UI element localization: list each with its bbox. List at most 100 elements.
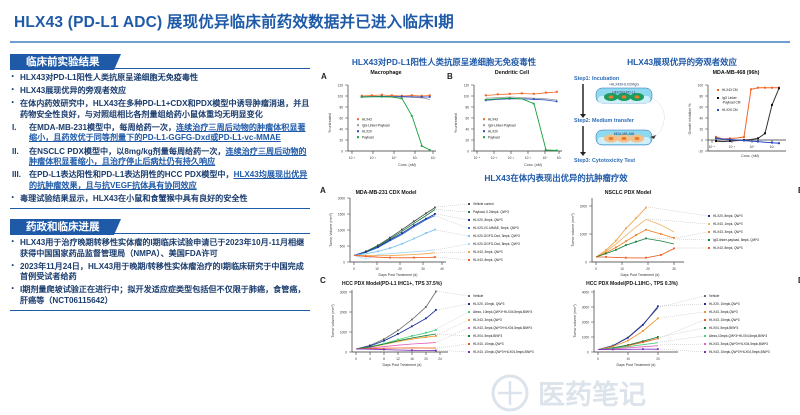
watermark: 医药笔记 xyxy=(491,374,646,412)
chart-legend: HLX43 IgG-Linker-Payload HLX20 Payload xyxy=(357,117,390,139)
chart-title: Dendritic Cell xyxy=(494,70,530,76)
roman-numeral: I. xyxy=(12,122,17,132)
svg-text:10⁻¹: 10⁻¹ xyxy=(525,156,531,160)
svg-text:80: 80 xyxy=(699,95,703,99)
chart-legend: HLX43 CM IgG Linker-Payload CM HLX20 CM xyxy=(717,88,741,112)
svg-text:2000: 2000 xyxy=(580,205,587,209)
y-axis-label: Tumor Volume (mm³) xyxy=(329,213,333,247)
panel-letter-a: A xyxy=(320,186,326,195)
svg-text:HLX20: HLX20 xyxy=(488,129,498,133)
preclinical-results-heading: 临床前实验结果 xyxy=(10,54,120,70)
chart-title-text: HCC PDX Model(PD-L1IHC-, TPS 0.3%) xyxy=(586,281,678,287)
svg-text:3000: 3000 xyxy=(340,291,347,295)
svg-text:10¹: 10¹ xyxy=(413,156,418,160)
svg-text:40: 40 xyxy=(339,128,343,132)
row2-figures: A MDA-MB-231 CDX Model 0 500 1000 1500 2000 … xyxy=(318,186,800,278)
chart-legend: HLX43 IgG-Linker-Payload HLX20 Payload xyxy=(483,117,516,139)
svg-text:HLX43, 10mpk,QW*3: HLX43, 10mpk,QW*3 xyxy=(473,342,504,346)
list-item: 毒理试验结果显示，HLX43在小鼠和食蟹猴中具有良好的安全性 xyxy=(10,192,310,205)
svg-text:HLX20-VC-MMAE, 3mpk, QW*3: HLX20-VC-MMAE, 3mpk, QW*3 xyxy=(473,226,519,230)
svg-text:HLX43: HLX43 xyxy=(362,117,372,121)
svg-text:100: 100 xyxy=(338,95,344,99)
svg-text:HLX04, 5mpk,BIW*3: HLX04, 5mpk,BIW*3 xyxy=(473,334,502,338)
svg-text:10¹: 10¹ xyxy=(557,156,562,160)
svg-text:HLX20, 8mpk, QW*3: HLX20, 8mpk, QW*3 xyxy=(473,218,503,222)
svg-text:HLX43, 10mpk,QW*3+HLX04,5mpk,B: HLX43, 10mpk,QW*3+HLX04,5mpk,BIW*3 xyxy=(473,350,534,354)
diagram-step2-label: Step2: Medium transfer xyxy=(574,118,635,124)
page-title: HLX43 (PD-L1 ADC) 展现优异临床前药效数据并已进入临床I期 xyxy=(14,14,454,31)
svg-text:20: 20 xyxy=(699,128,703,132)
svg-text:4: 4 xyxy=(369,357,371,361)
roman-text-highlight: 连续治疗三周后动物的肿瘤体积显著缩小，且治疗停止后病灶仍有持久响应 xyxy=(29,146,307,167)
svg-text:10⁻²: 10⁻² xyxy=(508,156,514,160)
roman-text-highlight: 连续治疗三周后动物的肿瘤体积显著缩小，且药效优于同等剂量下的PD-L1-GGFG… xyxy=(29,122,306,143)
svg-text:20: 20 xyxy=(339,139,343,143)
chart-legend: Vehicle HLX20, 10mpk,QW*3 HLX43, 3mpk,QW… xyxy=(704,294,770,354)
svg-text:60: 60 xyxy=(465,117,469,121)
svg-text:HLX20-GGFG-Dxd, 3mpk, QW*3: HLX20-GGFG-Dxd, 3mpk, QW*3 xyxy=(473,234,520,238)
svg-text:120: 120 xyxy=(464,84,470,88)
svg-text:Payload: Payload xyxy=(362,135,374,139)
chart-macrophage: 0 20 40 60 80 100 120 10⁻² 10⁻¹ 10⁰ 10¹ 10² Conc… xyxy=(328,84,436,167)
svg-text:HLX43, 8mpk, QW*3: HLX43, 8mpk, QW*3 xyxy=(713,246,743,250)
svg-text:60: 60 xyxy=(339,117,343,121)
list-item: 在体内药效研究中，HLX43在多种PD-L1+CDX和PDX模型中诱导肿瘤消退，… xyxy=(10,97,310,120)
svg-text:10⁻³: 10⁻³ xyxy=(491,156,497,160)
preclinical-results-panel: 临床前实验结果 HLX43对PD-L1阳性人类抗原呈递细胞无免疫毒性 HLX43… xyxy=(10,52,310,210)
list-item: II. 在NSCLC PDX模型中，以8mg/kg剂量每周给药一次，连续治疗三周后… xyxy=(10,147,310,168)
svg-text:10: 10 xyxy=(626,357,630,361)
svg-text:10⁰: 10⁰ xyxy=(543,156,549,160)
svg-text:30: 30 xyxy=(421,267,425,271)
row3-figures: C HCC PDX Model(PD-L1 IHC1+, TPS 37.5%) … xyxy=(318,276,800,370)
row1-figures: A Macrophage 0 20 40 60 80 100 120 10⁻² 10⁻¹ 10… xyxy=(318,70,794,170)
diagram-dish-hek293: +HLX43/HLX20/IgG HEK293-PD-L1 xyxy=(595,83,653,104)
svg-text:80: 80 xyxy=(339,106,343,110)
svg-text:0: 0 xyxy=(467,150,469,154)
list-item: III. 在PD-L1表达阳性和PD-L1表达阴性的HCC PDX模型中，HLX4… xyxy=(10,170,310,191)
svg-text:IgG-Linker-Payload: IgG-Linker-Payload xyxy=(488,123,516,127)
svg-text:Vehicle: Vehicle xyxy=(473,294,484,298)
svg-text:100: 100 xyxy=(464,95,470,99)
svg-text:20: 20 xyxy=(465,139,469,143)
regulatory-bullet-list: HLX43用于治疗晚期转移性实体瘤的I期临床试验申请已于2023年10月-11月… xyxy=(10,236,310,307)
list-item: HLX43用于治疗晚期转移性实体瘤的I期临床试验申请已于2023年10月-11月… xyxy=(10,236,310,259)
chart-nsclc-pdx: NSCLC PDX Model 0 1000 2000 0 10 20 30 Days P… xyxy=(571,190,759,277)
svg-text:10⁰: 10⁰ xyxy=(750,145,756,149)
svg-text:Atezo,10mpk,QW*3+HLX04,5mpk,BI: Atezo,10mpk,QW*3+HLX04,5mpk,BIW*3 xyxy=(709,334,767,338)
svg-text:2000: 2000 xyxy=(340,311,347,315)
diagram-dish1-line2: HEK293-PD-L1 xyxy=(612,91,635,95)
svg-text:Payload, 0.24mpk, QW*3: Payload, 0.24mpk, QW*3 xyxy=(473,210,509,214)
figure-mda-mb-468: MDA-MB-468 (96h) -20 0 20 40 60 80 100 10⁻⁴ 10… xyxy=(678,70,794,169)
figure-hcc-pdx-positive: C HCC PDX Model(PD-L1 IHC1+, TPS 37.5%) … xyxy=(318,276,556,370)
panel-bottom-divider xyxy=(10,207,310,210)
svg-text:HLX43, 3mpk,QW*3: HLX43, 3mpk,QW*3 xyxy=(473,318,502,322)
roman-text-plain: 在PD-L1表达阳性和PD-L1表达阴性的HCC PDX模型中， xyxy=(29,170,234,180)
svg-text:HLX20-GGFG-Dxd, 8mpk, QW*3: HLX20-GGFG-Dxd, 8mpk, QW*3 xyxy=(473,242,520,246)
svg-text:HLX43, 3mpk, QW*3: HLX43, 3mpk, QW*3 xyxy=(713,230,743,234)
svg-text:1500: 1500 xyxy=(338,213,345,217)
svg-text:0: 0 xyxy=(585,261,587,265)
svg-text:HLX20, 10mpk, QW*3: HLX20, 10mpk, QW*3 xyxy=(473,302,505,306)
figure-hcc-pdx-negative: D HCC PDX Model(PD-L1IHC-, TPS 0.3%) 0 10… xyxy=(556,276,800,370)
svg-text:4000: 4000 xyxy=(582,291,589,295)
svg-text:10²: 10² xyxy=(770,145,775,149)
diagram-dish-mdamb468: MDA-MB-468 xyxy=(595,129,653,146)
chart-mda-mb-468: -20 0 20 40 60 80 100 10⁻⁴ 10⁻² 10⁰ 10² Conc. (n… xyxy=(688,84,786,158)
svg-text:0: 0 xyxy=(595,267,597,271)
svg-text:HLX43, 3mpk,QW*3+HLX04,5mpk,BI: HLX43, 3mpk,QW*3+HLX04,5mpk,BIW*3 xyxy=(473,326,532,330)
title-divider xyxy=(10,41,790,43)
figure-bystander-diagram: Step1: Incubation Step2: Medium transfer… xyxy=(570,70,678,170)
roman-numeral: III. xyxy=(12,170,21,180)
svg-text:HLX20 CM: HLX20 CM xyxy=(722,108,738,112)
svg-text:Payload: Payload xyxy=(488,135,500,139)
chart-dendritic: 0 20 40 60 80 100 120 10⁻⁴ 10⁻³ 10⁻² 10⁻¹ 10⁰ 10¹… xyxy=(454,84,562,167)
chart-legend: HLX20, 8mpk, QW*3 HLX43, 1mpk, QW*3 HLX4… xyxy=(708,214,759,250)
diagram-arrow xyxy=(580,84,586,156)
y-axis-label: % untreated xyxy=(454,113,458,132)
figure-mda-mb-231-cdx: A MDA-MB-231 CDX Model 0 500 1000 1500 2000 … xyxy=(318,186,556,278)
right-column: HLX43对PD-L1阳性人类抗原呈递细胞无免疫毒性 HLX43展现优异的旁观者… xyxy=(318,52,800,370)
svg-text:0: 0 xyxy=(597,357,599,361)
list-item: I期剂量爬坡试验正在进行中；拟开发适应症类型包括但不仅限于肺癌，食管癌，肝癌等（… xyxy=(10,283,310,306)
svg-text:10⁻⁴: 10⁻⁴ xyxy=(709,145,716,149)
y-axis-label: Tumor volume (mm³) xyxy=(571,213,575,246)
